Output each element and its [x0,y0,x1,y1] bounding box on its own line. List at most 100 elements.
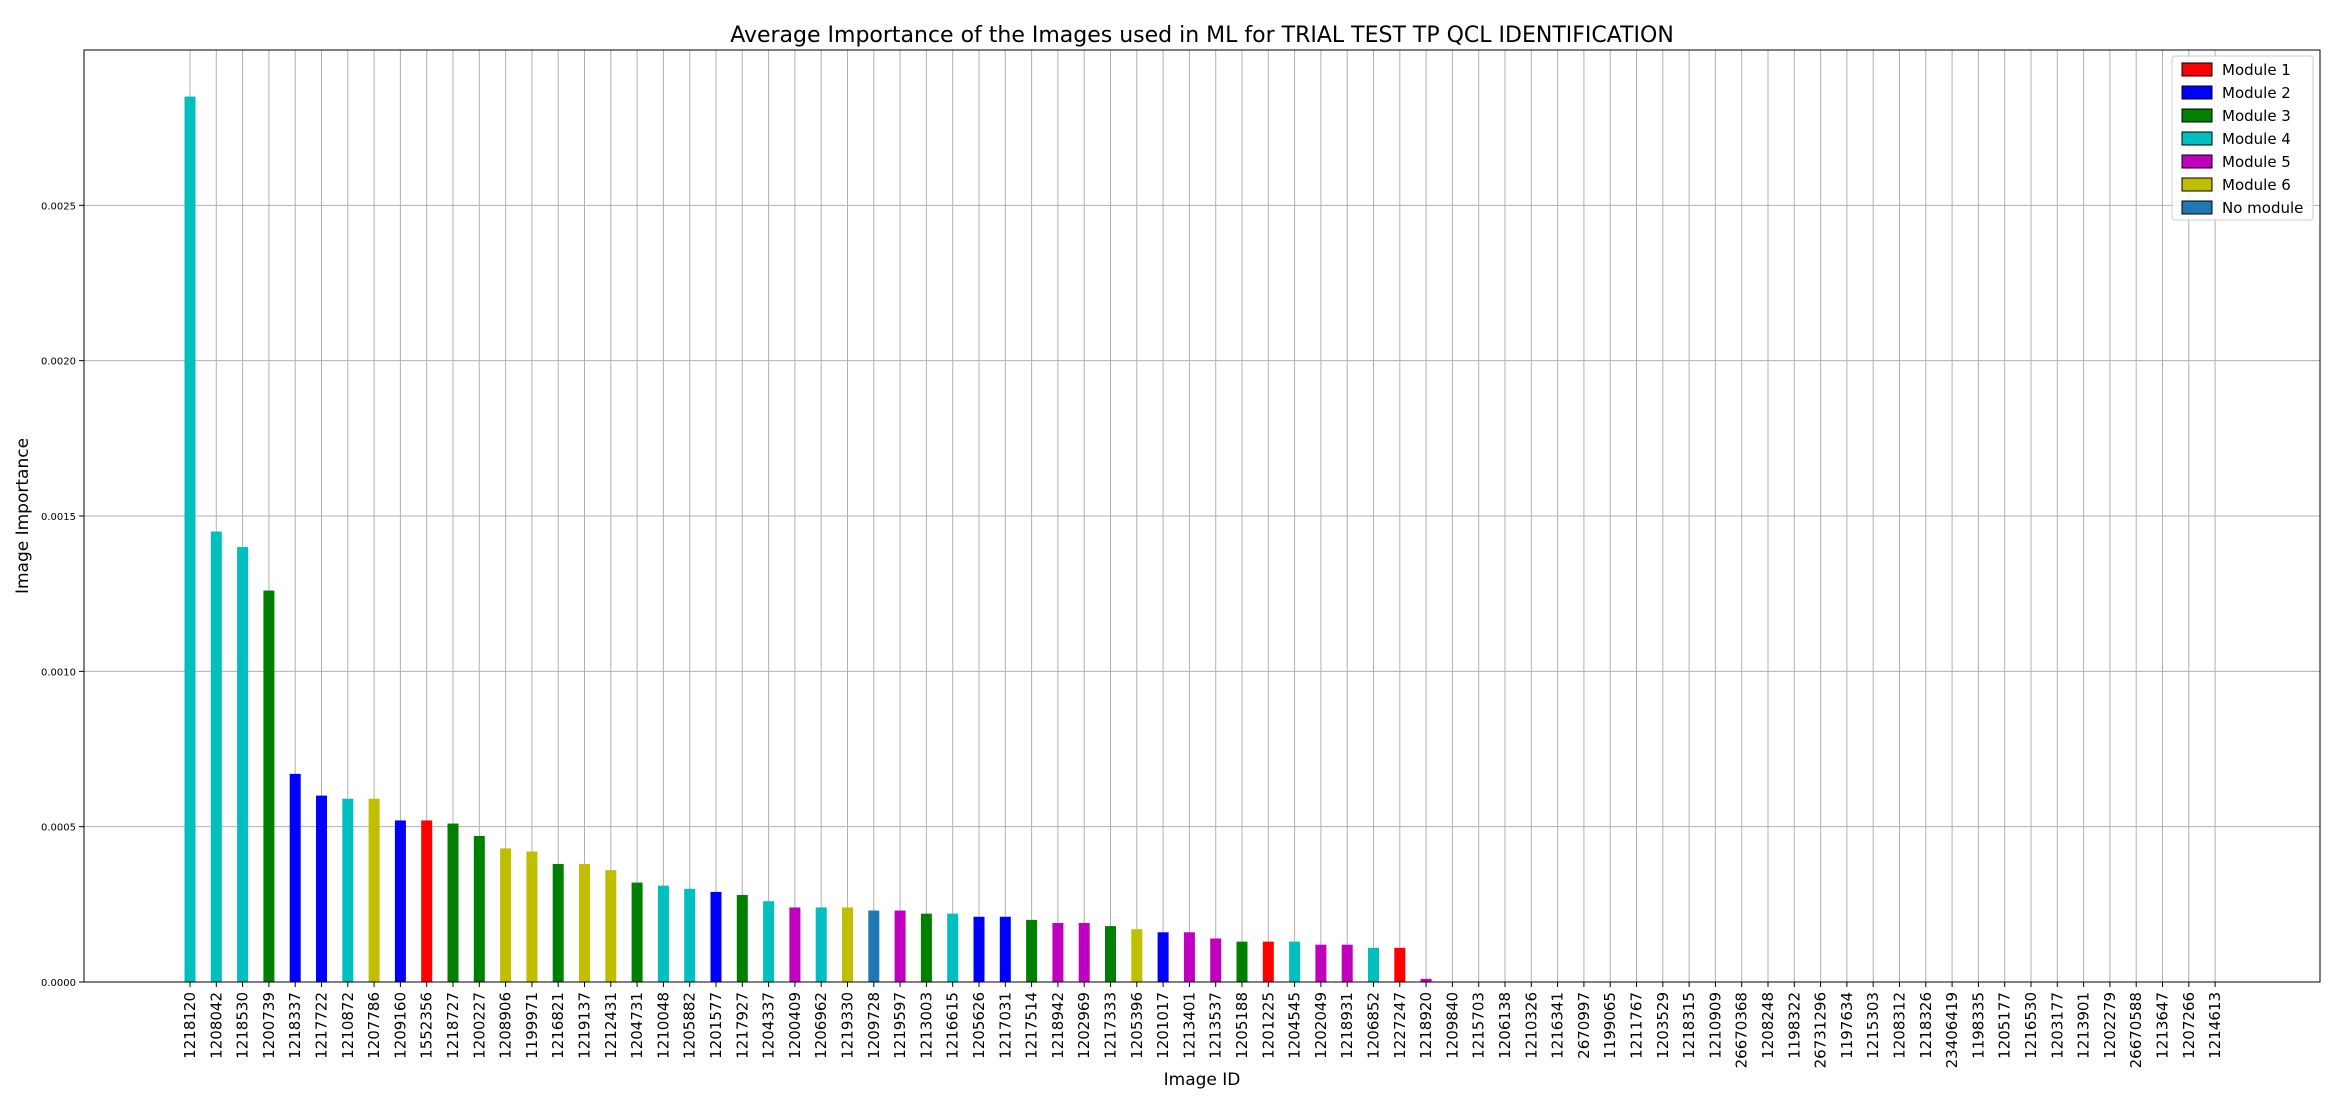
x-tick-label: 1219597 [891,992,909,1059]
grid-lines [84,50,2320,983]
bar-1201225 [1262,941,1274,982]
x-tick-label: 1204545 [1286,992,1304,1059]
x-tick-label: 1213401 [1180,992,1198,1059]
legend-label: No module [2222,199,2303,217]
legend: Module 1 Module 2 Module 3 Module 4 Module 5… [2171,55,2314,221]
y-tick-label: 0.0005 [41,823,76,834]
x-tick-label: 1201017 [1154,992,1172,1059]
x-tick-label: 1217333 [1102,992,1120,1059]
bar-1200227 [473,835,485,982]
x-tick-label: 1217514 [1023,992,1041,1059]
x-tick-label: 1210048 [654,992,672,1059]
x-tick-label: 1202279 [2101,992,2119,1059]
bar-1218727 [447,823,459,982]
x-tick-label: 1210872 [339,992,357,1059]
bar-1219597 [894,910,906,982]
bar-1204337 [763,901,775,982]
bar-1218920 [1420,978,1432,982]
bar-1218931 [1341,944,1353,982]
bar-1217722 [316,795,327,982]
x-tick-label: 1197634 [1838,992,1856,1059]
x-tick-label: 1204337 [760,992,778,1059]
bar-1204731 [631,882,643,982]
x-tick-label: 1204731 [628,992,646,1059]
x-tick-label: 1209160 [391,992,409,1059]
x-tick-label: 1199065 [1601,992,1619,1059]
x-tick-label: 26670368 [1733,992,1751,1068]
x-tick-label: 1205188 [1233,992,1251,1059]
x-tick-label: 1214613 [2206,992,2224,1059]
bar-1205882 [684,888,696,982]
legend-label: Module 4 [2222,130,2291,148]
x-tick-label: 1206138 [1496,992,1514,1059]
x-tick-label: 1217031 [996,992,1014,1059]
x-tick-label: 1206962 [812,992,830,1059]
bar-1202969 [1078,922,1090,982]
bar-1219137 [579,863,590,982]
y-tick-label: 0.0020 [41,357,76,368]
x-tick-label: 1207786 [365,992,383,1059]
bar-1218120 [184,96,196,983]
y-tick-label: 0.0000 [41,978,76,989]
bar-1213401 [1183,932,1195,982]
y-tick-label: 0.0015 [41,512,76,523]
legend-label: Module 2 [2222,84,2291,102]
bar-1205626 [973,916,985,982]
legend-label: Module 5 [2222,153,2291,171]
legend-swatch [2181,177,2213,192]
bar-1204545 [1289,941,1301,982]
x-tick-label: 1200409 [786,992,804,1059]
x-tick-label: 1209840 [1443,992,1461,1059]
x-tick-label: 1205882 [681,992,699,1059]
x-tick-label: 1217927 [733,992,751,1059]
legend-label: Module 6 [2222,176,2291,194]
bar-1210872 [342,798,354,982]
x-axis-ticks: 1218120 1208042 1218530 1200739 1218337 12177… [181,982,2224,1068]
bar-1213003 [920,913,932,982]
y-axis-label: Image Importance [13,438,33,594]
legend-swatch [2181,85,2213,100]
x-tick-label: 1205626 [970,992,988,1059]
x-tick-label: 1213003 [917,992,935,1059]
x-tick-label: 1215303 [1864,992,1882,1059]
x-tick-label: 1201577 [707,992,725,1059]
x-tick-label: 1218337 [286,992,304,1059]
x-tick-label: 1213647 [2154,992,2172,1059]
bar-1213537 [1210,938,1222,982]
x-tick-label: 1207266 [2180,992,2198,1059]
x-tick-label: 1208248 [1759,992,1777,1059]
x-tick-label: 1218530 [234,992,252,1059]
bar-1209728 [868,910,880,982]
bar-1201577 [710,891,722,982]
x-tick-label: 1218315 [1680,992,1698,1059]
bar-1218337 [289,773,301,982]
bar-1206962 [815,907,827,982]
x-tick-label: 1201225 [1259,992,1277,1059]
bar-1217031 [999,916,1011,982]
legend-swatch [2181,62,2213,77]
legend-swatch [2181,154,2213,169]
x-tick-label: 1216821 [549,992,567,1059]
x-tick-label: 1202969 [1075,992,1093,1059]
x-tick-label: 23406419 [1943,992,1961,1068]
x-tick-label: 1198335 [1969,992,1987,1059]
x-tick-label: 1200227 [470,992,488,1059]
bar-1219330 [842,907,853,982]
bar-1205188 [1236,941,1248,982]
x-axis-label: Image ID [1164,1070,1241,1090]
x-tick-label: 1198322 [1785,992,1803,1059]
x-tick-label: 1216341 [1549,992,1567,1059]
bar-1208906 [500,848,512,982]
bar-1217333 [1105,926,1116,982]
x-tick-label: 1200739 [260,992,278,1059]
x-tick-label: 1217722 [313,992,331,1059]
bar-1217514 [1026,919,1038,982]
bar-1200409 [789,907,801,982]
bar-1206852 [1368,947,1379,982]
x-tick-label: 1208312 [1891,992,1909,1059]
x-tick-label: 1216615 [944,992,962,1059]
bar-1216821 [552,863,564,982]
x-tick-label: 1213537 [1207,992,1225,1059]
